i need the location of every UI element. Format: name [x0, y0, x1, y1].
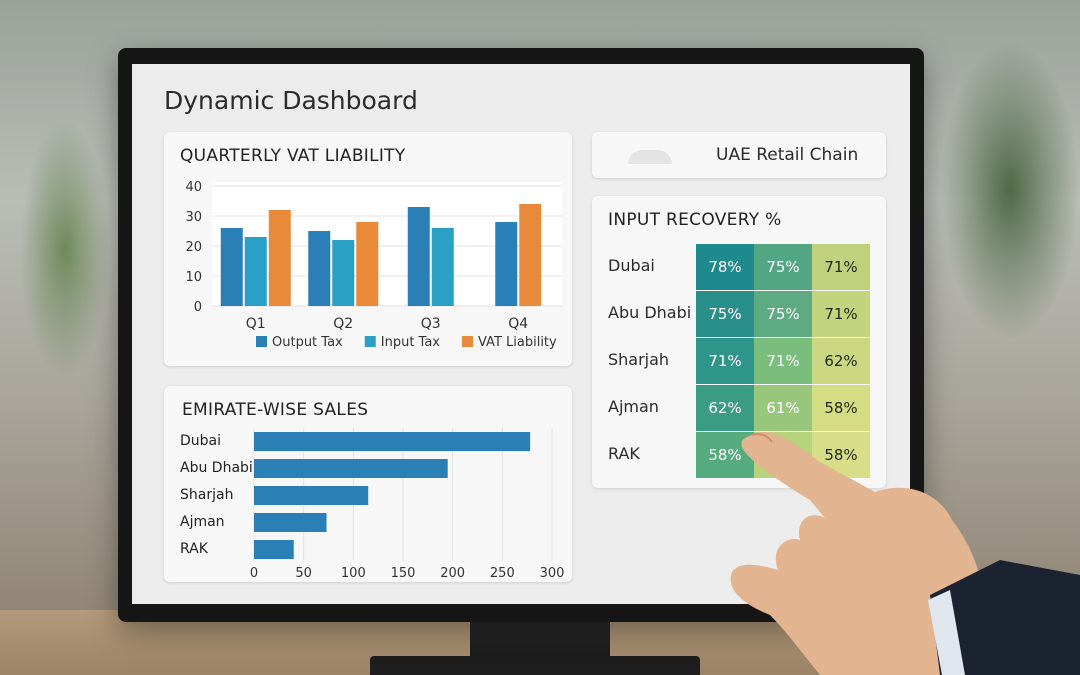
recovery-cell[interactable]: 62% — [812, 338, 870, 384]
vat-x-tick-label: Q3 — [421, 316, 441, 332]
sales-bar-chart: 0 50 100 150 200 250 300 Dubai Abu Dhabi Sharjah A… — [180, 428, 565, 581]
vat-y-tick-label: 0 — [194, 300, 202, 315]
recovery-cell[interactable]: 58% — [812, 385, 870, 431]
sales-bar — [254, 459, 448, 478]
sales-category-label: RAK — [180, 541, 209, 557]
recovery-cell[interactable]: 71% — [812, 244, 870, 290]
legend-label: Input Tax — [381, 335, 441, 350]
vat-bar — [495, 222, 518, 306]
background-plant — [20, 120, 110, 380]
recovery-row-label: RAK — [608, 444, 640, 463]
vat-x-tick-label: Q1 — [246, 316, 266, 332]
vat-bar — [220, 228, 243, 306]
recovery-row-label: Sharjah — [608, 350, 670, 369]
chain-selector[interactable]: UAE Retail Chain — [592, 132, 886, 178]
vat-y-tick-label: 40 — [185, 180, 202, 195]
legend-swatch — [256, 336, 267, 347]
sales-x-tick-label: 250 — [490, 566, 515, 581]
legend-label: Output Tax — [272, 335, 343, 350]
recovery-row-label: Abu Dhabi — [608, 303, 692, 322]
recovery-title: INPUT RECOVERY % — [608, 210, 782, 230]
recovery-row-label: Ajman — [608, 397, 659, 416]
sales-x-tick-label: 0 — [250, 566, 258, 581]
input-recovery-card: INPUT RECOVERY % Dubai 78% 75% 71% Abu Dhabi… — [592, 196, 886, 488]
sales-x-tick-label: 300 — [540, 566, 565, 581]
monitor-stand-base — [370, 656, 700, 675]
vat-x-tick-label: Q4 — [508, 316, 528, 332]
vat-bar — [332, 240, 355, 306]
vat-liability-card: QUARTERLY VAT LIABILITY 40 30 20 10 0 Q1 Q2 Q3 Q… — [164, 132, 572, 366]
recovery-cell[interactable]: 58% — [696, 432, 754, 478]
vat-y-tick-label: 30 — [185, 210, 202, 225]
vat-chart-title: QUARTERLY VAT LIABILITY — [180, 146, 406, 166]
vat-bar — [431, 228, 454, 306]
arc-logo-icon — [628, 150, 672, 164]
sales-chart-title: EMIRATE-WISE SALES — [182, 400, 369, 420]
recovery-cell[interactable] — [754, 432, 812, 478]
recovery-cell[interactable]: 71% — [812, 291, 870, 337]
legend-swatch — [462, 336, 473, 347]
vat-y-tick-label: 10 — [185, 270, 202, 285]
sales-category-label: Ajman — [180, 514, 225, 530]
sales-x-tick-label: 150 — [391, 566, 416, 581]
background-plant — [940, 40, 1080, 340]
vat-bar — [308, 231, 331, 306]
sales-bar — [254, 432, 531, 451]
sales-category-label: Dubai — [180, 433, 221, 449]
vat-x-tick-label: Q2 — [333, 316, 353, 332]
recovery-cell[interactable]: 62% — [696, 385, 754, 431]
sales-x-tick-label: 100 — [341, 566, 366, 581]
recovery-cell[interactable]: 75% — [696, 291, 754, 337]
dashboard-screen: Dynamic Dashboard QUARTERLY VAT LIABILIT… — [132, 64, 910, 604]
vat-bar — [356, 222, 379, 306]
recovery-cell[interactable]: 58% — [812, 432, 870, 478]
sales-bar — [254, 540, 294, 559]
sales-bar — [254, 486, 369, 505]
sales-bar — [254, 513, 327, 532]
vat-y-tick-label: 20 — [185, 240, 202, 255]
recovery-cell[interactable]: 71% — [754, 338, 812, 384]
sales-x-tick-label: 200 — [440, 566, 465, 581]
legend-label: VAT Liability — [478, 335, 557, 350]
sales-category-label: Abu Dhabi — [180, 460, 253, 476]
vat-bar — [268, 210, 291, 306]
recovery-cell[interactable]: 61% — [754, 385, 812, 431]
legend-swatch — [364, 336, 376, 347]
recovery-row-label: Dubai — [608, 256, 655, 275]
emirate-sales-card: EMIRATE-WISE SALES 0 50 100 150 200 250 300 Dub… — [164, 386, 572, 582]
monitor: Dynamic Dashboard QUARTERLY VAT LIABILIT… — [118, 48, 924, 622]
vat-bar-chart: 40 30 20 10 0 Q1 Q2 Q3 Q4 Output Tax Input Tax VAT … — [185, 180, 562, 350]
sales-x-tick-label: 50 — [295, 566, 312, 581]
recovery-cell[interactable]: 75% — [754, 244, 812, 290]
vat-bar — [519, 204, 542, 306]
recovery-cell[interactable]: 78% — [696, 244, 754, 290]
vat-bar — [407, 207, 430, 306]
recovery-cell[interactable]: 75% — [754, 291, 812, 337]
vat-bar — [244, 237, 267, 306]
sales-category-label: Sharjah — [180, 487, 233, 503]
dashboard-title: Dynamic Dashboard — [164, 86, 418, 115]
chain-name: UAE Retail Chain — [716, 145, 859, 165]
recovery-cell[interactable]: 71% — [696, 338, 754, 384]
